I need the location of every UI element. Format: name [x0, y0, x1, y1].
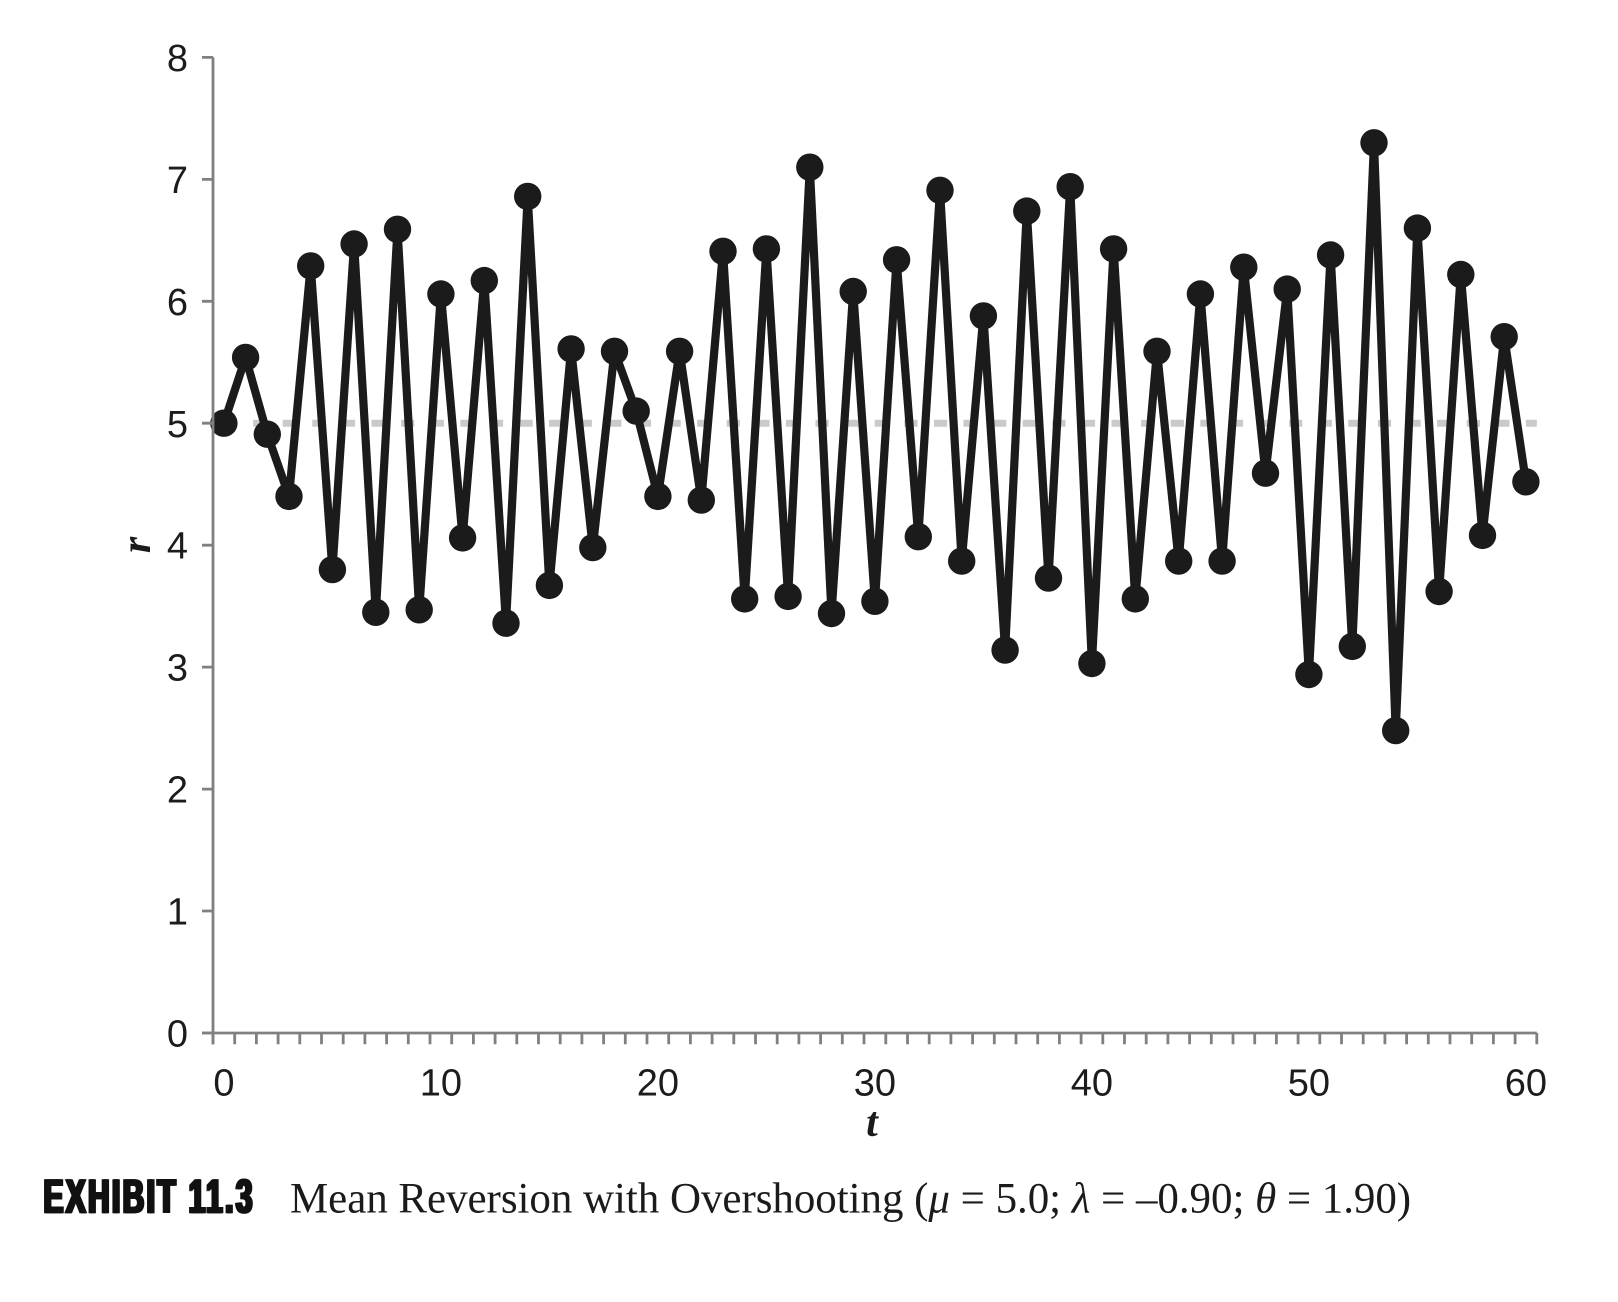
svg-text:20: 20 [637, 1063, 679, 1105]
svg-text:7: 7 [167, 160, 188, 202]
svg-text:60: 60 [1505, 1063, 1547, 1105]
svg-text:0: 0 [213, 1063, 234, 1105]
svg-text:EXHIBIT 11.3: EXHIBIT 11.3 [45, 1171, 256, 1224]
svg-text:Mean Reversion with Overshooti: Mean Reversion with Overshooting (μ = 5.… [290, 1176, 1411, 1223]
svg-text:EXHIBIT 11.3: EXHIBIT 11.3 [43, 1171, 254, 1224]
svg-text:4: 4 [167, 526, 188, 568]
svg-text:6: 6 [167, 282, 188, 324]
svg-text:1: 1 [167, 892, 188, 934]
svg-text:40: 40 [1071, 1063, 1113, 1105]
svg-text:8: 8 [167, 38, 188, 80]
svg-text:10: 10 [420, 1063, 462, 1105]
svg-text:0: 0 [167, 1014, 188, 1056]
svg-text:5: 5 [167, 404, 188, 446]
svg-text:r: r [114, 536, 160, 553]
svg-text:2: 2 [167, 770, 188, 812]
svg-text:50: 50 [1288, 1063, 1330, 1105]
svg-text:30: 30 [854, 1063, 896, 1105]
svg-text:3: 3 [167, 648, 188, 690]
svg-text:t: t [866, 1100, 879, 1146]
svg-text:EXHIBIT 11.3: EXHIBIT 11.3 [44, 1171, 255, 1224]
